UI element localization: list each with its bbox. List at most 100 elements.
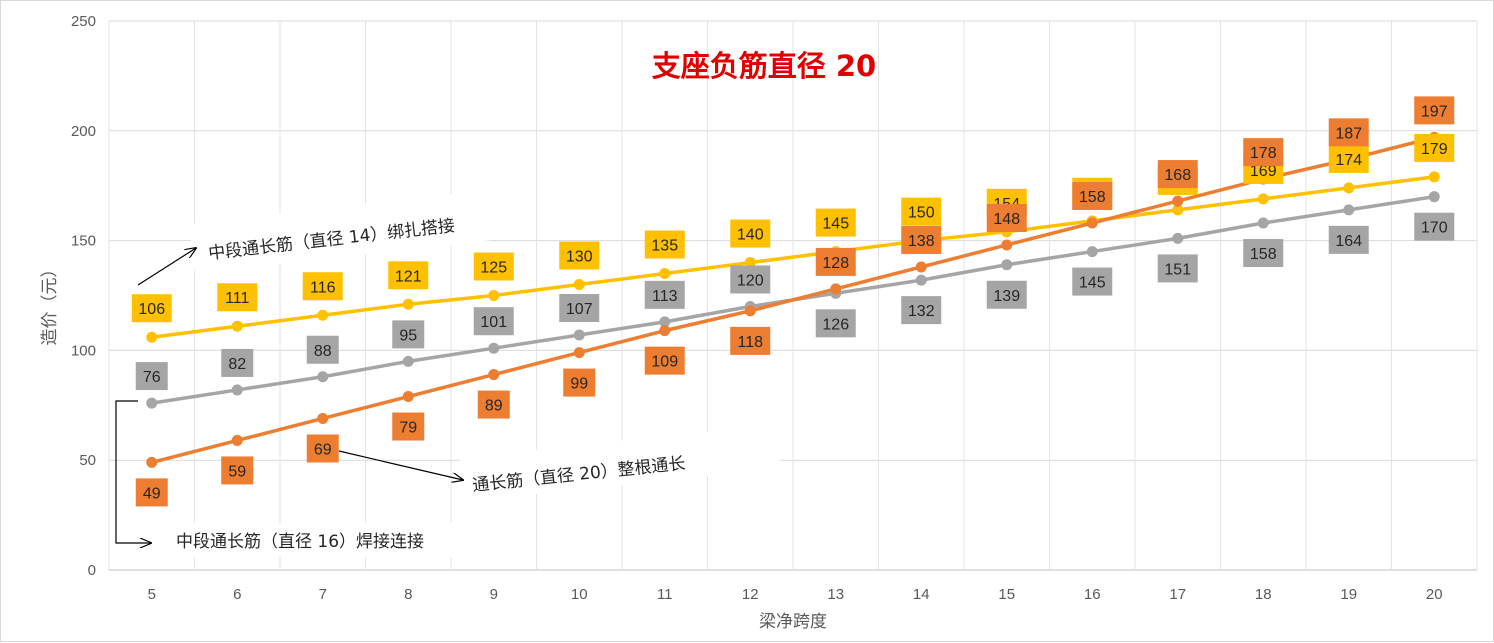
data-label-bg-yellow-19 xyxy=(1328,144,1369,173)
annotations: 中段通长筋（直径 14）绑扎搭接 中段通长筋（直径 16）焊接连接 通长筋（直径… xyxy=(115,188,781,557)
x-tick-label-20: 20 xyxy=(1426,586,1443,603)
annotation-orange-bg xyxy=(459,424,781,502)
point-gray-8 xyxy=(402,355,414,367)
x-tick-label-12: 12 xyxy=(742,586,759,603)
data-label-gray-10: 107 xyxy=(566,301,593,318)
data-label-bg-gray-16 xyxy=(1072,267,1113,296)
chart-title: 支座负筋直径 20 xyxy=(652,49,876,83)
x-tick-label-18: 18 xyxy=(1255,586,1272,603)
data-label-bg-orange-13 xyxy=(815,247,856,276)
x-tick-label-6: 6 xyxy=(233,586,241,603)
annotation-yellow-arrow xyxy=(137,248,196,286)
data-label-gray-8: 95 xyxy=(399,327,417,344)
point-yellow-12 xyxy=(744,257,756,269)
data-label-bg-orange-17 xyxy=(1157,160,1198,189)
point-gray-18 xyxy=(1257,217,1269,229)
data-label-gray-16: 145 xyxy=(1079,275,1106,292)
data-label-bg-yellow-10 xyxy=(559,241,600,270)
point-orange-8 xyxy=(402,391,414,403)
data-label-yellow-9: 125 xyxy=(480,260,507,277)
annotation-gray-bg xyxy=(161,523,506,557)
data-label-bg-orange-5 xyxy=(135,478,168,507)
x-axis-title: 梁净跨度 xyxy=(759,612,827,632)
point-gray-11 xyxy=(659,316,671,328)
y-tick-label-100: 100 xyxy=(71,342,96,359)
point-yellow-20 xyxy=(1428,171,1440,183)
data-label-orange-12: 118 xyxy=(737,334,763,351)
point-yellow-19 xyxy=(1343,182,1355,194)
x-tick-label-9: 9 xyxy=(490,586,498,603)
data-label-yellow-13: 145 xyxy=(822,216,849,233)
data-label-orange-15: 148 xyxy=(993,211,1020,228)
point-orange-7 xyxy=(317,412,329,424)
point-orange-16 xyxy=(1086,217,1098,229)
grid-lines xyxy=(108,20,1478,571)
point-yellow-18 xyxy=(1257,193,1269,205)
x-tick-label-8: 8 xyxy=(404,586,412,603)
point-yellow-9 xyxy=(488,290,500,301)
y-axis-title: 造价（元） xyxy=(40,261,60,346)
annotation-gray-arrow xyxy=(115,400,151,543)
data-label-bg-orange-16 xyxy=(1072,182,1113,211)
data-label-bg-gray-18 xyxy=(1243,239,1284,268)
annotation-yellow-bg xyxy=(189,188,513,274)
data-label-gray-12: 120 xyxy=(737,272,764,289)
point-orange-6 xyxy=(231,434,243,446)
y-tick-label-150: 150 xyxy=(71,233,96,250)
data-label-gray-14: 132 xyxy=(908,303,935,320)
point-gray-6 xyxy=(231,384,243,396)
point-yellow-10 xyxy=(573,279,585,291)
data-label-bg-yellow-6 xyxy=(217,283,258,312)
x-tick-label-19: 19 xyxy=(1340,586,1357,603)
annotation-orange-arrow xyxy=(338,450,463,480)
annotation-yellow: 中段通长筋（直径 14）绑扎搭接 xyxy=(137,188,513,286)
x-tick-label-15: 15 xyxy=(998,586,1015,603)
data-label-bg-orange-20 xyxy=(1414,96,1455,125)
data-label-bg-gray-6 xyxy=(221,348,254,377)
data-label-orange-10: 99 xyxy=(570,376,588,393)
x-tick-label-7: 7 xyxy=(319,586,327,603)
data-label-gray-19: 164 xyxy=(1335,233,1362,250)
data-label-bg-gray-15 xyxy=(986,280,1027,309)
point-yellow-17 xyxy=(1172,204,1184,216)
data-label-bg-orange-6 xyxy=(221,456,254,485)
data-label-bg-gray-17 xyxy=(1157,254,1198,283)
y-tick-label-200: 200 xyxy=(71,123,96,140)
point-orange-15 xyxy=(1001,239,1013,251)
data-label-bg-gray-8 xyxy=(392,320,425,349)
data-label-bg-orange-8 xyxy=(392,412,425,441)
data-label-bg-orange-7 xyxy=(306,434,339,463)
annotation-gray: 中段通长筋（直径 16）焊接连接 xyxy=(115,400,506,557)
point-orange-11 xyxy=(659,325,671,337)
data-label-orange-20: 197 xyxy=(1421,103,1448,120)
data-label-bg-gray-7 xyxy=(306,335,339,364)
x-tick-label-10: 10 xyxy=(571,586,588,603)
x-tick-label-11: 11 xyxy=(657,586,673,603)
data-label-yellow-20: 179 xyxy=(1421,141,1448,158)
point-gray-7 xyxy=(317,371,329,383)
data-label-orange-16: 158 xyxy=(1079,189,1106,206)
data-label-bg-gray-12 xyxy=(730,265,771,294)
data-label-bg-yellow-9 xyxy=(473,252,514,281)
data-label-orange-5: 49 xyxy=(143,485,161,502)
point-yellow-11 xyxy=(659,268,671,280)
x-tick-label-13: 13 xyxy=(827,586,844,603)
data-label-bg-yellow-8 xyxy=(388,261,429,290)
data-label-gray-7: 88 xyxy=(314,343,332,360)
data-label-bg-yellow-13 xyxy=(815,208,856,237)
point-gray-10 xyxy=(573,329,585,341)
data-label-bg-yellow-20 xyxy=(1414,133,1455,162)
data-label-yellow-11: 135 xyxy=(651,238,678,255)
series-lines xyxy=(146,131,1440,468)
data-label-orange-9: 89 xyxy=(485,398,503,415)
data-label-bg-orange-19 xyxy=(1328,118,1369,147)
point-gray-16 xyxy=(1086,246,1098,258)
annotation-gray-text: 中段通长筋（直径 16）焊接连接 xyxy=(176,532,424,552)
data-label-yellow-5: 106 xyxy=(138,301,165,318)
data-label-gray-11: 113 xyxy=(652,288,678,305)
point-orange-12 xyxy=(744,305,756,317)
data-label-yellow-6: 111 xyxy=(225,290,249,307)
data-label-bg-gray-13 xyxy=(815,309,856,338)
